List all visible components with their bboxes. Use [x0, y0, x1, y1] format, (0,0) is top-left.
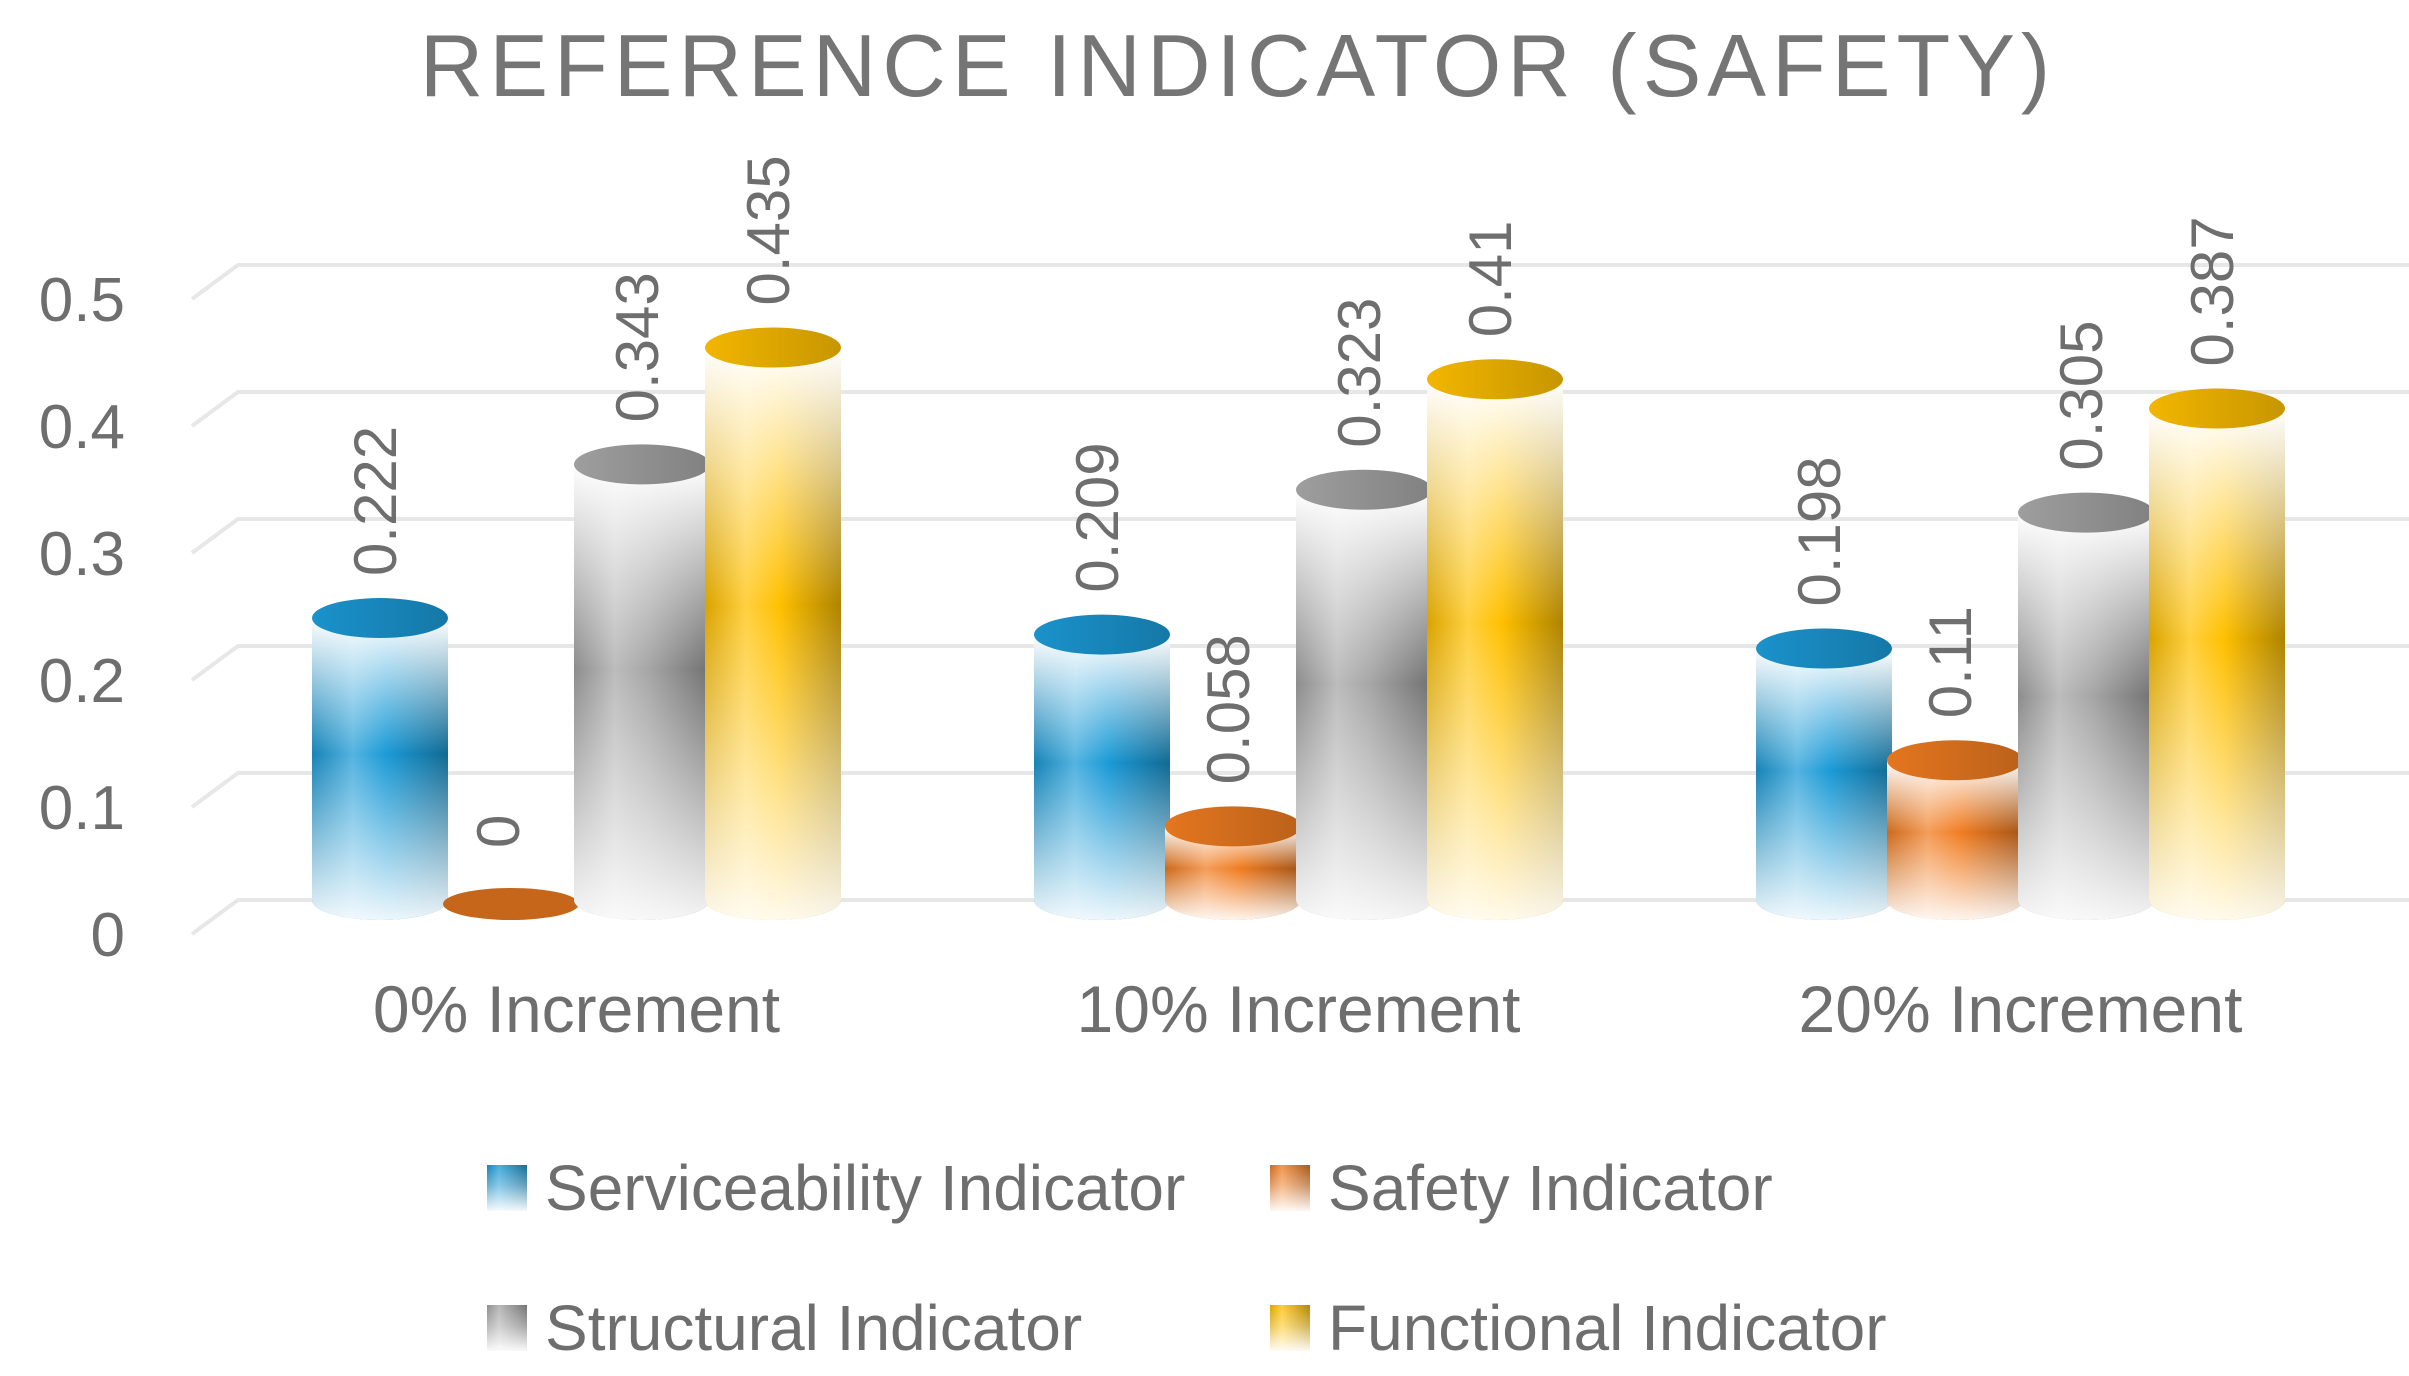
bar-fade	[1165, 826, 1301, 920]
data-label: 0.343	[604, 272, 671, 422]
legend-label: Serviceability Indicator	[545, 1152, 1185, 1224]
legend-item-safety-indicator: Safety Indicator	[1270, 1152, 1773, 1224]
bar-top	[2149, 388, 2285, 429]
legend-swatch-fade	[1270, 1165, 1310, 1211]
bar-fade	[1756, 648, 1892, 920]
y-tick-label: 0.3	[39, 520, 125, 589]
data-label: 0.209	[1064, 442, 1131, 592]
bar-fade	[1427, 379, 1563, 920]
data-label: 0.387	[2179, 216, 2246, 366]
gridline	[190, 644, 2409, 682]
chart-title: REFERENCE INDICATOR (SAFETY)	[420, 16, 2056, 115]
data-label: 0.323	[1326, 298, 1393, 448]
legend-swatch-fade	[1270, 1305, 1310, 1351]
bar-fade	[705, 347, 841, 920]
bar-fade	[574, 464, 710, 920]
bar-safety-indicator-0-increment	[443, 888, 579, 920]
gridline	[190, 517, 2409, 555]
data-labels: 0.222 0 0.343 0.435 0.209 0.058 0.323 0.41 0.198…	[342, 155, 2246, 848]
gridline	[190, 771, 2409, 809]
bar-top	[1165, 806, 1301, 847]
data-label: 0.41	[1457, 221, 1524, 338]
legend-item-functional-indicator: Functional Indicator	[1270, 1292, 1887, 1364]
bar-fade	[312, 618, 448, 920]
bar-top	[1756, 628, 1892, 669]
bar-fade	[1887, 760, 2023, 920]
bar-fade	[1034, 634, 1170, 920]
data-label: 0.435	[735, 155, 802, 305]
bar-top	[1034, 614, 1170, 655]
x-tick-label: 20% Increment	[1799, 972, 2243, 1046]
gridline	[190, 390, 2409, 428]
legend-label: Safety Indicator	[1328, 1152, 1773, 1224]
bar-top	[1296, 469, 1432, 510]
bar-top	[705, 327, 841, 368]
x-tick-label: 0% Increment	[373, 972, 780, 1046]
y-axis: 0 0.1 0.2 0.3 0.4 0.5	[39, 266, 125, 970]
data-label: 0.222	[342, 426, 409, 576]
x-tick-label: 10% Increment	[1077, 972, 1521, 1046]
plot-area	[312, 327, 2285, 920]
legend-label: Functional Indicator	[1328, 1292, 1887, 1364]
bar-group-0-increment	[312, 327, 841, 920]
bar-fade	[2018, 512, 2154, 920]
legend-item-structural-indicator: Structural Indicator	[487, 1292, 1082, 1364]
bar-fade	[1296, 489, 1432, 920]
bar-top	[2018, 492, 2154, 533]
legend: Serviceability Indicator Safety Indicator…	[487, 1152, 1887, 1364]
y-tick-label: 0.5	[39, 266, 125, 335]
legend-swatch-fade	[487, 1305, 527, 1351]
bar-fade	[2149, 408, 2285, 920]
bar-top	[574, 444, 710, 485]
legend-swatch-fade	[487, 1165, 527, 1211]
gridline	[190, 263, 2409, 301]
y-tick-label: 0.2	[39, 647, 125, 716]
bar-group-20-increment	[1756, 388, 2285, 920]
y-tick-label: 0.1	[39, 774, 125, 843]
y-tick-label: 0	[91, 901, 125, 970]
data-label: 0.305	[2048, 320, 2115, 470]
data-label: 0.11	[1917, 606, 1984, 718]
gridline	[190, 898, 2409, 936]
legend-item-serviceability-indicator: Serviceability Indicator	[487, 1152, 1185, 1224]
data-label: 0.198	[1786, 456, 1853, 606]
bar-top	[1887, 740, 2023, 781]
data-label: 0	[465, 815, 532, 848]
y-tick-label: 0.4	[39, 393, 125, 462]
bar-group-10-increment	[1034, 359, 1563, 920]
data-label: 0.058	[1195, 634, 1262, 784]
x-axis: 0% Increment 10% Increment 20% Increment	[373, 972, 2243, 1046]
bar-top	[312, 598, 448, 639]
legend-label: Structural Indicator	[545, 1292, 1082, 1364]
bar-top	[1427, 359, 1563, 400]
gridlines	[190, 263, 2409, 936]
